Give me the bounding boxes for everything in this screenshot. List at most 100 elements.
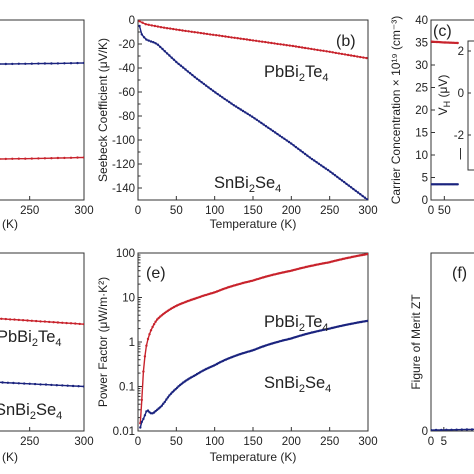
panel-e-xtick-label: 50: [170, 436, 183, 448]
panel-e-label-pb-main: PbBi: [264, 313, 299, 331]
panel-b-data-point: [359, 193, 362, 196]
panel-b-data-point: [303, 152, 307, 156]
panel-b-data-point: [299, 149, 302, 152]
panel-e-label-sn-mid: Se: [305, 374, 325, 392]
panel-b-data-point: [186, 70, 189, 73]
panel-a-data-point: [17, 157, 20, 160]
panel-b-data-point: [297, 147, 300, 150]
panel-b-xtick-label: 200: [282, 205, 301, 217]
panel-b-data-point: [237, 106, 240, 110]
panel-b-y-axis-label: Seebeck Coefficient (μV/K): [96, 38, 110, 182]
panel-b-data-point: [313, 159, 316, 162]
panel-f-data-point: [470, 428, 474, 431]
panel-a-data-point: [82, 61, 84, 65]
panel-f-y-axis-label: Figure of Merit ZT: [409, 294, 423, 390]
panel-b-data-point: [292, 144, 295, 147]
panel-d-x-axis-label: (K): [2, 450, 18, 464]
panel-b-data-point: [261, 40, 264, 43]
panel-b-data-point: [169, 27, 172, 30]
panel-b-data-point: [236, 37, 239, 40]
panel-a-data-point: [24, 62, 27, 65]
panel-b-series-line: [138, 25, 368, 200]
panel-b-data-point: [290, 142, 293, 145]
panel-d-label-pb-sub1: 2: [32, 337, 38, 349]
panel-f-data-point: [450, 428, 453, 431]
panel-d-data-point: [17, 318, 20, 322]
panel-b-data-point: [248, 114, 252, 117]
panel-b-data-point: [320, 164, 323, 167]
panel-b-data-point: [223, 97, 226, 101]
panel-b-data-point: [218, 34, 221, 37]
panel-b-data-point: [230, 102, 233, 105]
panel-f-ytick-label: 0: [422, 426, 428, 438]
panel-b-data-point: [362, 56, 365, 59]
panel-c-ytick-label: 10: [415, 150, 428, 162]
panel-b-ytick-label: 0: [129, 15, 135, 27]
panel-b-data-point: [234, 105, 238, 108]
panel-d-data-point: [69, 322, 73, 325]
panel-b-data-point: [208, 33, 212, 36]
panel-d-data-point: [8, 318, 12, 321]
panel-f-data-point: [455, 428, 458, 431]
panel-e-data-point: [366, 319, 368, 323]
panel-e-data-point: [165, 398, 168, 401]
panel-d-data-point: [48, 320, 51, 324]
panel-c-letter: (c): [433, 23, 452, 40]
panel-b-data-point: [267, 41, 270, 44]
panel-b-data-point: [354, 189, 357, 192]
panel-b-ytick-label: -40: [118, 63, 135, 75]
panel-b-data-point: [165, 52, 169, 55]
panel-d-data-point: [61, 384, 64, 387]
panel-a-data-point: [56, 62, 60, 65]
panel-b-data-point: [291, 44, 295, 48]
panel-b-data-point: [147, 23, 150, 26]
panel-a-data-point: [11, 157, 14, 160]
panel-e-label-pb-sub1: 2: [299, 322, 305, 334]
panel-e-xtick-label: 300: [358, 436, 377, 448]
panel-e-data-point: [163, 400, 166, 404]
panel-b-xtick-label: 150: [243, 205, 262, 217]
panel-b-ytick-label: -60: [118, 87, 135, 99]
panel-b-data-point: [172, 27, 175, 31]
panel-b-data-point: [276, 42, 279, 46]
panel-c-data-point: [456, 41, 459, 45]
panel-b-data-point: [193, 75, 196, 79]
panel-b-ytick-label: -20: [118, 39, 135, 51]
panel-b-letter: (b): [336, 33, 356, 50]
panel-c-ytick-label: 0: [422, 195, 428, 207]
panel-b-data-point: [352, 187, 355, 191]
panel-a-data-point: [4, 157, 8, 161]
panel-d-data-point: [6, 381, 10, 384]
panel-d-data-point: [39, 383, 42, 386]
panel-e-data-point: [157, 316, 160, 320]
panel-b-data-point: [239, 108, 242, 111]
panel-d-series-line: [0, 381, 84, 388]
panel-e-series: [139, 253, 368, 429]
panel-b-data-point: [347, 184, 350, 187]
panel-d-label-sn-sub2: 4: [56, 410, 62, 422]
panel-b-data-point: [245, 38, 249, 41]
panel-b-data-point: [179, 64, 183, 67]
panel-b-data-point: [188, 72, 192, 75]
panel-b-data-point: [246, 112, 249, 116]
panel-b-data-point: [308, 156, 311, 159]
panel-c-inset-ytick-2: 2: [458, 46, 464, 58]
panel-b-data-point: [331, 51, 334, 54]
panel-b-data-point: [310, 157, 314, 161]
panel-d-data-point: [77, 385, 80, 388]
panel-b-data-point: [230, 36, 233, 39]
panel-a-data-point: [63, 156, 66, 160]
panel-b-data-point: [285, 139, 288, 142]
panel-e-label-snbi2se4: SnBi2Se4: [264, 374, 331, 395]
panel-a-data-point: [43, 62, 47, 65]
panel-e-data-point: [154, 409, 157, 413]
panel-b-data-point: [262, 123, 265, 126]
panel-b-data-point: [177, 62, 180, 66]
panel-d-xtick-label: 250: [20, 436, 39, 448]
panel-a-data-point: [50, 157, 53, 160]
panel-d-label-sn-sub1: 2: [30, 410, 36, 422]
panel-b-data-point: [251, 39, 255, 42]
panel-b-label-pb-mid: Te: [305, 63, 322, 81]
panel-e-ytick-label: 1: [129, 337, 135, 349]
